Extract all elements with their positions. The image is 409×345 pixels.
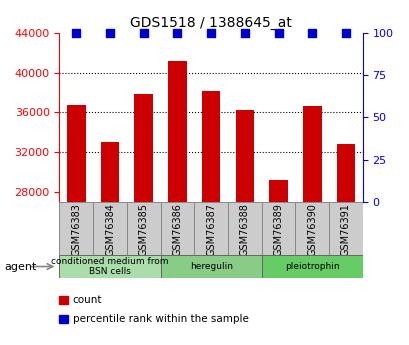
Text: heregulin: heregulin — [189, 262, 232, 271]
Bar — [59, 202, 93, 255]
Bar — [67, 105, 85, 202]
Bar — [93, 202, 126, 255]
Bar — [269, 180, 287, 202]
Bar — [134, 95, 153, 202]
Text: GSM76389: GSM76389 — [273, 204, 283, 256]
Bar — [59, 255, 160, 278]
Bar — [328, 202, 362, 255]
Bar — [168, 61, 186, 202]
Text: GSM76384: GSM76384 — [105, 204, 115, 256]
Bar — [261, 255, 362, 278]
Text: GSM76387: GSM76387 — [206, 204, 216, 256]
Text: conditioned medium from
BSN cells: conditioned medium from BSN cells — [51, 257, 169, 276]
Text: GSM76390: GSM76390 — [306, 204, 317, 256]
Bar — [302, 106, 321, 202]
Text: GSM76391: GSM76391 — [340, 204, 350, 256]
Point — [140, 30, 147, 36]
Bar — [336, 144, 355, 202]
Point — [73, 30, 79, 36]
Title: GDS1518 / 1388645_at: GDS1518 / 1388645_at — [130, 16, 291, 30]
Bar — [126, 202, 160, 255]
Point — [106, 30, 113, 36]
Point — [342, 30, 348, 36]
Point — [207, 30, 214, 36]
Bar — [160, 202, 194, 255]
Bar — [227, 202, 261, 255]
Text: GSM76385: GSM76385 — [138, 204, 148, 256]
Text: percentile rank within the sample: percentile rank within the sample — [72, 314, 248, 324]
Text: GSM76383: GSM76383 — [71, 204, 81, 256]
Text: pleiotrophin: pleiotrophin — [284, 262, 339, 271]
Bar — [101, 142, 119, 202]
Point — [174, 30, 180, 36]
Text: GSM76388: GSM76388 — [239, 204, 249, 256]
Bar — [194, 202, 227, 255]
Point — [308, 30, 315, 36]
Text: agent: agent — [4, 262, 36, 272]
Point — [241, 30, 247, 36]
Bar — [235, 110, 254, 202]
Text: GSM76386: GSM76386 — [172, 204, 182, 256]
Bar — [160, 255, 261, 278]
Bar — [201, 91, 220, 202]
Text: count: count — [72, 295, 102, 305]
Bar — [261, 202, 295, 255]
Point — [274, 30, 281, 36]
Bar — [295, 202, 328, 255]
